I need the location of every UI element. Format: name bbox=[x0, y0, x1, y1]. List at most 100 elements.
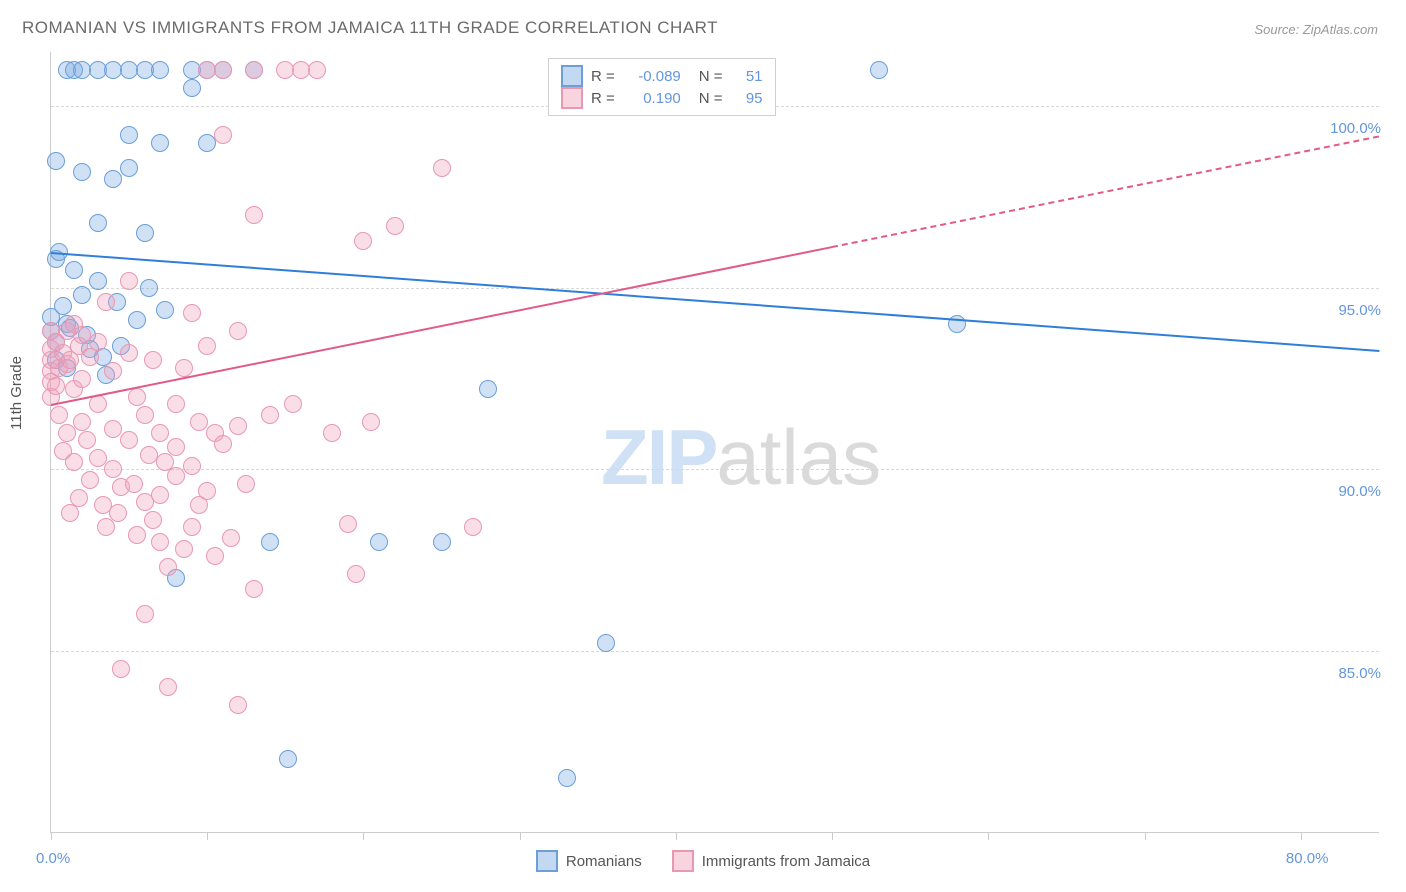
data-point bbox=[159, 678, 177, 696]
swatch-icon bbox=[561, 65, 583, 87]
data-point bbox=[104, 460, 122, 478]
data-point bbox=[50, 406, 68, 424]
n-label: N = bbox=[699, 68, 723, 85]
data-point bbox=[159, 558, 177, 576]
data-point bbox=[144, 511, 162, 529]
data-point bbox=[229, 696, 247, 714]
gridline bbox=[51, 288, 1379, 289]
x-tick-mark bbox=[51, 832, 52, 840]
watermark-zip: ZIP bbox=[601, 413, 716, 501]
trend-line bbox=[51, 252, 1379, 352]
data-point bbox=[167, 438, 185, 456]
data-point bbox=[206, 547, 224, 565]
legend-item-jamaica: Immigrants from Jamaica bbox=[672, 850, 870, 872]
data-point bbox=[136, 224, 154, 242]
data-point bbox=[198, 337, 216, 355]
gridline bbox=[51, 469, 1379, 470]
chart-title: ROMANIAN VS IMMIGRANTS FROM JAMAICA 11TH… bbox=[22, 18, 718, 38]
data-point bbox=[597, 634, 615, 652]
data-point bbox=[120, 344, 138, 362]
legend-label: Romanians bbox=[566, 853, 642, 870]
data-point bbox=[175, 540, 193, 558]
data-point bbox=[183, 518, 201, 536]
data-point bbox=[151, 533, 169, 551]
data-point bbox=[362, 413, 380, 431]
data-point bbox=[136, 605, 154, 623]
y-tick-label: 85.0% bbox=[1301, 665, 1381, 682]
y-tick-label: 95.0% bbox=[1301, 302, 1381, 319]
r-label: R = bbox=[591, 90, 615, 107]
data-point bbox=[89, 272, 107, 290]
swatch-icon bbox=[672, 850, 694, 872]
data-point bbox=[354, 232, 372, 250]
data-point bbox=[308, 61, 326, 79]
data-point bbox=[65, 453, 83, 471]
data-point bbox=[214, 435, 232, 453]
data-point bbox=[151, 134, 169, 152]
data-point bbox=[370, 533, 388, 551]
data-point bbox=[284, 395, 302, 413]
watermark: ZIPatlas bbox=[601, 412, 881, 503]
chart-container: ROMANIAN VS IMMIGRANTS FROM JAMAICA 11TH… bbox=[0, 0, 1406, 892]
data-point bbox=[237, 475, 255, 493]
trend-line bbox=[51, 246, 833, 406]
data-point bbox=[222, 529, 240, 547]
y-tick-label: 90.0% bbox=[1301, 483, 1381, 500]
data-point bbox=[151, 61, 169, 79]
stats-legend: R =-0.089N =51R =0.190N =95 bbox=[548, 58, 776, 116]
n-value: 51 bbox=[731, 68, 763, 85]
legend-item-romanians: Romanians bbox=[536, 850, 642, 872]
data-point bbox=[97, 518, 115, 536]
data-point bbox=[167, 467, 185, 485]
data-point bbox=[120, 431, 138, 449]
data-point bbox=[128, 526, 146, 544]
gridline bbox=[51, 651, 1379, 652]
data-point bbox=[54, 297, 72, 315]
data-point bbox=[183, 304, 201, 322]
data-point bbox=[156, 301, 174, 319]
watermark-atlas: atlas bbox=[716, 413, 881, 501]
data-point bbox=[144, 351, 162, 369]
data-point bbox=[140, 279, 158, 297]
data-point bbox=[167, 395, 185, 413]
x-tick-mark bbox=[1145, 832, 1146, 840]
x-tick-mark bbox=[520, 832, 521, 840]
x-tick-mark bbox=[363, 832, 364, 840]
data-point bbox=[73, 370, 91, 388]
data-point bbox=[109, 504, 127, 522]
data-point bbox=[47, 377, 65, 395]
data-point bbox=[245, 206, 263, 224]
data-point bbox=[120, 272, 138, 290]
data-point bbox=[104, 362, 122, 380]
data-point bbox=[89, 214, 107, 232]
data-point bbox=[70, 489, 88, 507]
data-point bbox=[323, 424, 341, 442]
data-point bbox=[339, 515, 357, 533]
data-point bbox=[120, 159, 138, 177]
data-point bbox=[279, 750, 297, 768]
data-point bbox=[870, 61, 888, 79]
data-point bbox=[151, 486, 169, 504]
data-point bbox=[245, 61, 263, 79]
data-point bbox=[128, 311, 146, 329]
x-tick-mark bbox=[676, 832, 677, 840]
data-point bbox=[104, 170, 122, 188]
plot-area: ZIPatlas 85.0%90.0%95.0%100.0%0.0%80.0% bbox=[50, 52, 1379, 833]
data-point bbox=[120, 126, 138, 144]
data-point bbox=[386, 217, 404, 235]
swatch-icon bbox=[561, 87, 583, 109]
data-point bbox=[183, 79, 201, 97]
trend-line bbox=[832, 135, 1379, 248]
data-point bbox=[73, 286, 91, 304]
data-point bbox=[558, 769, 576, 787]
y-tick-label: 100.0% bbox=[1301, 120, 1381, 137]
stats-legend-row: R =0.190N =95 bbox=[561, 87, 763, 109]
y-axis-label: 11th Grade bbox=[8, 356, 25, 430]
data-point bbox=[183, 457, 201, 475]
n-value: 95 bbox=[731, 90, 763, 107]
swatch-icon bbox=[536, 850, 558, 872]
data-point bbox=[464, 518, 482, 536]
series-legend: Romanians Immigrants from Jamaica bbox=[0, 850, 1406, 872]
data-point bbox=[214, 126, 232, 144]
data-point bbox=[97, 293, 115, 311]
